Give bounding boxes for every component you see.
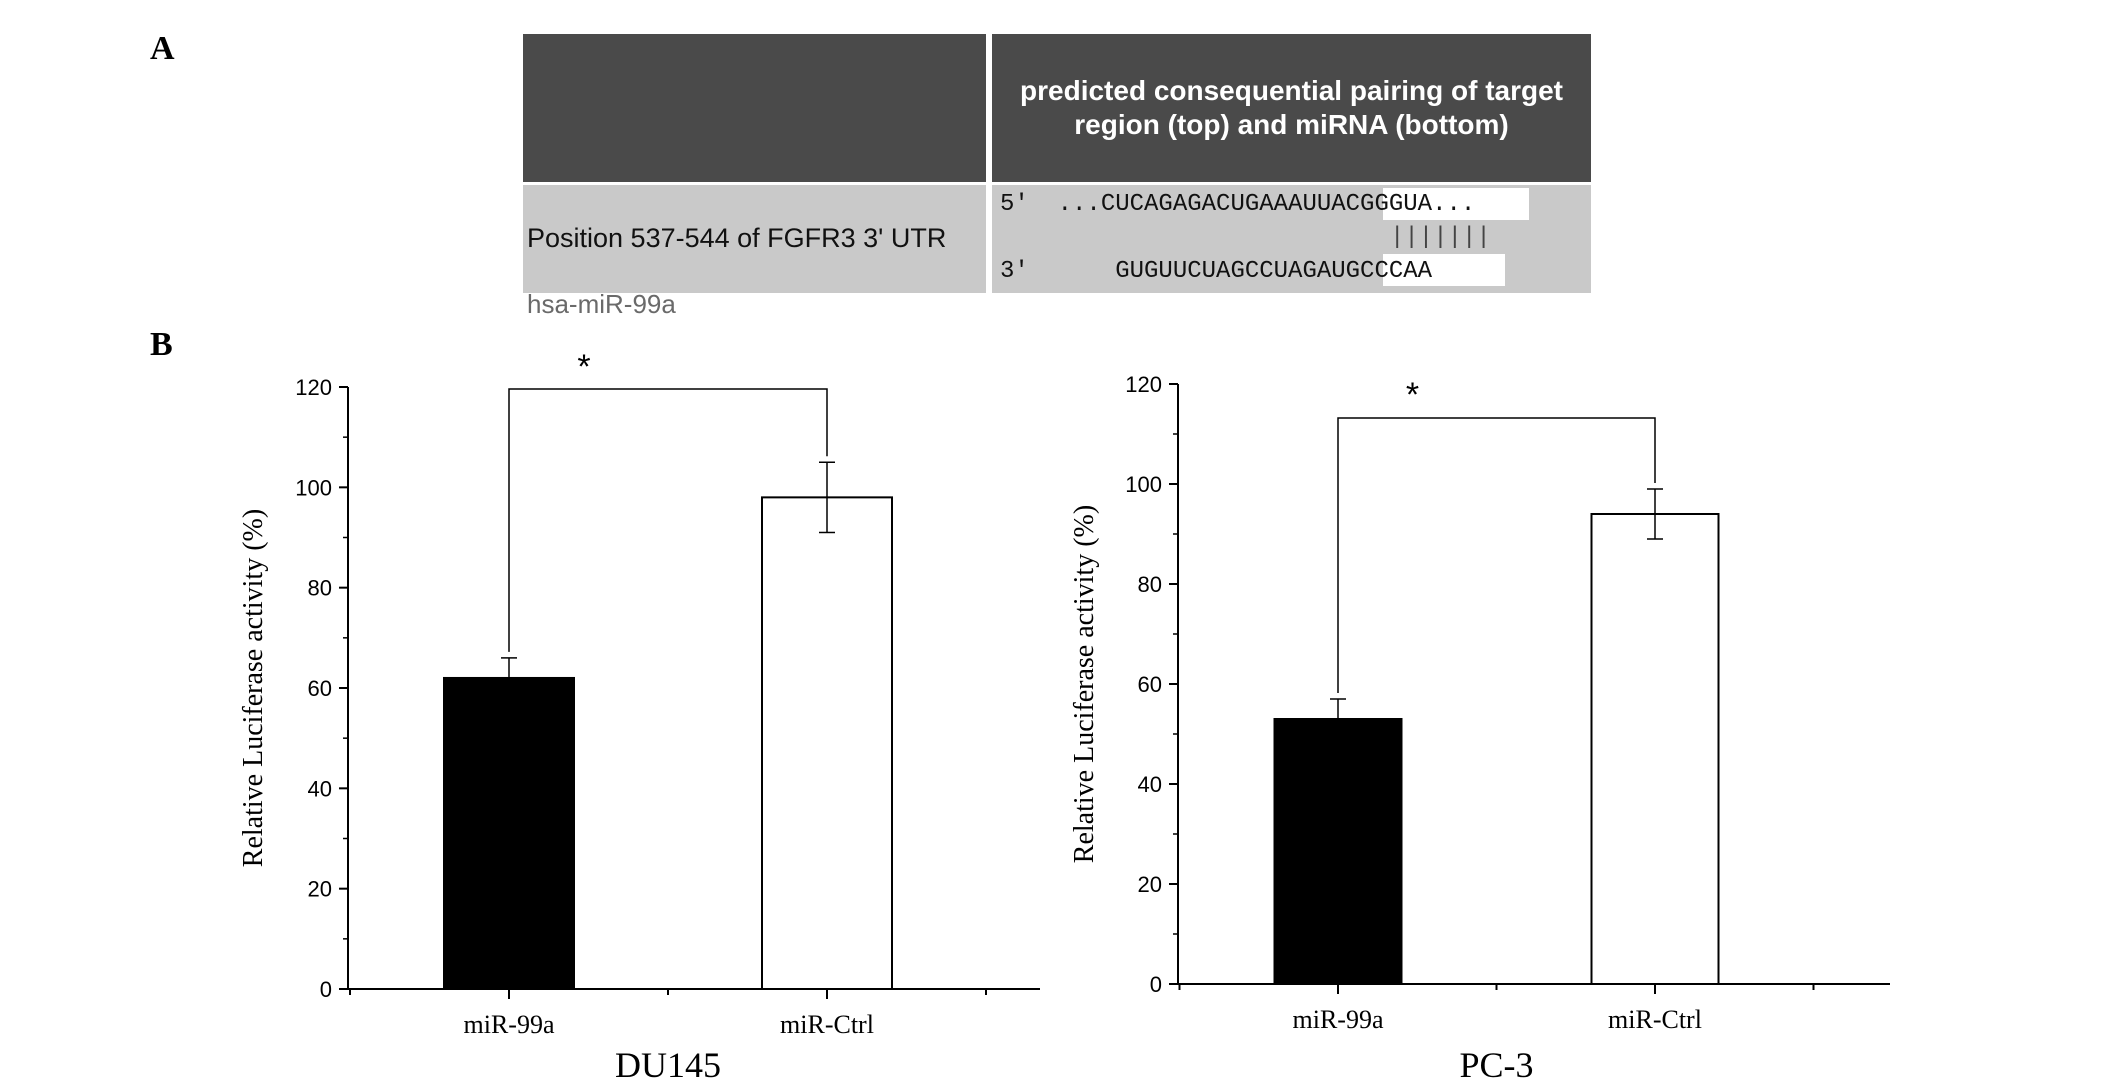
chart2-y-tick-label: 80	[1138, 572, 1162, 597]
chart2-y-tick-label: 40	[1138, 772, 1162, 797]
chart1-category-label: miR-99a	[464, 1010, 555, 1039]
chart1-category-label: miR-Ctrl	[780, 1010, 874, 1039]
mirna-sequence: 3' GUGUUCUAGCCUAGAUGCCCAA	[1000, 258, 1433, 285]
mirna-name-label: hsa-miR-99a	[527, 289, 676, 319]
target-position-label: Position 537-544 of FGFR3 3' UTR	[527, 223, 947, 253]
chart1-significance-star: *	[577, 348, 590, 386]
alignment-labels-cell: Position 537-544 of FGFR3 3' UTR hsa-miR…	[523, 185, 986, 319]
chart1-y-tick-label: 120	[295, 375, 332, 400]
panel-a-label: A	[150, 30, 175, 67]
alignment-header-blank	[523, 34, 986, 182]
chart1-y-tick-label: 40	[308, 776, 332, 801]
chart1-y-tick-label: 60	[308, 676, 332, 701]
chart2-y-tick-label: 0	[1150, 972, 1162, 997]
chart1-y-tick-label: 0	[320, 977, 332, 1002]
chart2-y-tick-label: 60	[1138, 672, 1162, 697]
chart2-y-tick-label: 100	[1125, 472, 1162, 497]
chart2-bar-mir-ctrl	[1590, 513, 1720, 985]
seed-highlight-top	[1383, 188, 1529, 220]
chart2-y-tick-label: 120	[1125, 372, 1162, 397]
alignment-header-text: predicted consequential pairing of targe…	[1020, 75, 1563, 140]
chart1-bar-mir-99a	[443, 676, 575, 990]
chart1-bar-mir-ctrl	[761, 496, 893, 990]
chart2-category-label: miR-99a	[1293, 1005, 1384, 1034]
panel-b-label: B	[150, 326, 173, 363]
chart1-significance-bracket	[508, 388, 828, 652]
chart1-y-axis-label: Relative Luciferase activity (%)	[238, 509, 269, 867]
chart1-y-tick-label: 100	[295, 475, 332, 500]
target-sequence: 5' ...CUCAGAGACUGAAAUUACGGGUA...	[1000, 191, 1476, 218]
chart1-title: DU145	[615, 1045, 721, 1085]
chart1-y-tick-label: 80	[308, 576, 332, 601]
seed-highlight-bottom	[1383, 254, 1505, 286]
alignment-header: predicted consequential pairing of targe…	[992, 34, 1591, 182]
pairing-lines: |||||||	[1390, 224, 1491, 251]
chart2-bar-mir-99a	[1273, 718, 1403, 985]
chart2-significance-star: *	[1406, 376, 1419, 414]
chart1-y-tick-label: 20	[308, 877, 332, 902]
chart2-y-tick-label: 20	[1138, 872, 1162, 897]
chart2-y-axis-label: Relative Luciferase activity (%)	[1069, 505, 1100, 863]
chart2-title: PC-3	[1459, 1045, 1533, 1085]
alignment-table: predicted consequential pairing of targe…	[523, 34, 1591, 319]
chart2-significance-bracket	[1337, 417, 1656, 693]
chart2-category-label: miR-Ctrl	[1608, 1005, 1702, 1034]
